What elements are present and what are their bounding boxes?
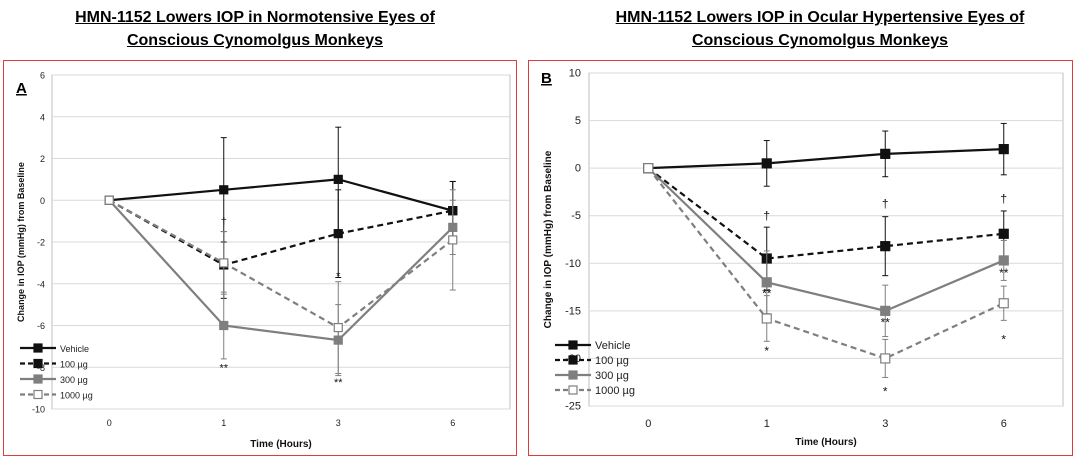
y-tick-label: 5 [575, 115, 581, 127]
chart-a-title-line1: HMN-1152 Lowers IOP in Normotensive Eyes… [75, 9, 435, 26]
series-line [648, 148, 1004, 170]
legend-label: 1000 µg [60, 391, 93, 401]
chart-a-title: HMN-1152 Lowers IOP in Normotensive Eyes… [0, 6, 510, 52]
y-axis-title: Change in IOP (mmHg) from Baseline [16, 162, 26, 322]
data-point [333, 174, 343, 184]
y-tick-label: -10 [565, 258, 581, 270]
significance-marker: ** [219, 362, 228, 374]
legend-swatch-marker [33, 389, 43, 400]
significance-marker: * [1001, 332, 1006, 346]
data-point [219, 258, 229, 268]
legend-label: 1000 µg [595, 385, 635, 397]
plot-area [588, 72, 1064, 407]
y-tick-label: -2 [37, 238, 45, 248]
legend-swatch-marker [568, 355, 578, 365]
significance-marker: † [1000, 192, 1007, 206]
data-point [761, 313, 772, 324]
significance-marker: ** [999, 266, 1009, 280]
y-axis-title: Change in IOP (mmHg) from Baseline [543, 150, 554, 328]
data-point [761, 158, 772, 169]
data-point [104, 195, 114, 205]
data-point [880, 353, 891, 364]
legend-swatch-marker [568, 340, 578, 350]
x-tick-label: 1 [221, 418, 226, 428]
data-point [880, 148, 891, 159]
data-point [998, 228, 1009, 239]
significance-marker: * [764, 344, 769, 358]
y-tick-label: 2 [40, 154, 45, 164]
x-tick-label: 0 [107, 418, 112, 428]
series-line [108, 199, 454, 329]
x-axis-title: Time (Hours) [250, 439, 312, 450]
data-point [333, 229, 343, 239]
y-tick-label: 0 [575, 163, 581, 175]
y-tick-label: -6 [37, 321, 45, 331]
y-tick-label: -5 [571, 210, 581, 222]
y-tick-label: 6 [40, 71, 45, 81]
significance-marker: * [883, 385, 888, 399]
x-tick-label: 3 [882, 418, 888, 430]
data-point [761, 277, 772, 288]
panel-letter: B [541, 70, 552, 87]
chart-b-title-line2: Conscious Cynomolgus Monkeys [691, 32, 949, 49]
y-tick-label: 0 [40, 196, 45, 206]
data-point [219, 185, 229, 195]
legend-swatch-marker [33, 343, 43, 353]
significance-marker: † [221, 216, 227, 228]
x-tick-label: 0 [645, 418, 651, 430]
data-point [880, 305, 891, 316]
data-point [219, 320, 229, 331]
data-point [998, 144, 1009, 155]
x-tick-label: 6 [1001, 418, 1007, 430]
legend-label: 100 µg [595, 355, 629, 367]
x-tick-label: 3 [336, 418, 341, 428]
y-tick-label: -25 [565, 401, 581, 413]
legend-label: 300 µg [595, 370, 629, 382]
significance-marker: ** [881, 315, 891, 329]
x-tick-label: 6 [450, 418, 455, 428]
significance-marker: ** [762, 287, 772, 301]
data-point [333, 322, 343, 333]
data-point [448, 235, 458, 245]
series-line [647, 167, 1005, 360]
chart-b-title: HMN-1152 Lowers IOP in Ocular Hypertensi… [560, 6, 1080, 52]
significance-marker: † [882, 196, 889, 210]
chart-b-title-line1: HMN-1152 Lowers IOP in Ocular Hypertensi… [615, 9, 1025, 26]
y-tick-label: 10 [569, 68, 581, 80]
legend-label: 100 µg [60, 360, 88, 370]
y-tick-label: -15 [565, 305, 581, 317]
legend-label: 300 µg [60, 375, 88, 385]
legend-swatch-marker [33, 358, 43, 369]
series-line [109, 178, 454, 212]
legend-swatch-marker [568, 370, 578, 380]
series-line [647, 167, 1005, 313]
x-tick-label: 1 [764, 418, 770, 430]
data-point [643, 163, 654, 174]
legend-swatch-marker [33, 374, 43, 384]
data-point [998, 255, 1009, 266]
legend-label: Vehicle [595, 340, 630, 352]
y-tick-label: -4 [37, 279, 45, 289]
x-axis-title: Time (Hours) [795, 437, 857, 448]
data-point [998, 298, 1009, 309]
panel-letter: A [16, 80, 27, 97]
y-tick-label: 4 [40, 112, 45, 122]
significance-marker: ** [334, 377, 343, 389]
legend-label: Vehicle [60, 344, 89, 354]
chart-a-title-line2: Conscious Cynomolgus Monkeys [126, 32, 384, 49]
significance-marker: † [763, 209, 770, 223]
data-point [880, 241, 891, 252]
series-line [647, 167, 1004, 260]
significance-marker: * [336, 270, 341, 282]
legend-swatch-marker [568, 385, 578, 395]
y-tick-label: -10 [32, 405, 45, 415]
